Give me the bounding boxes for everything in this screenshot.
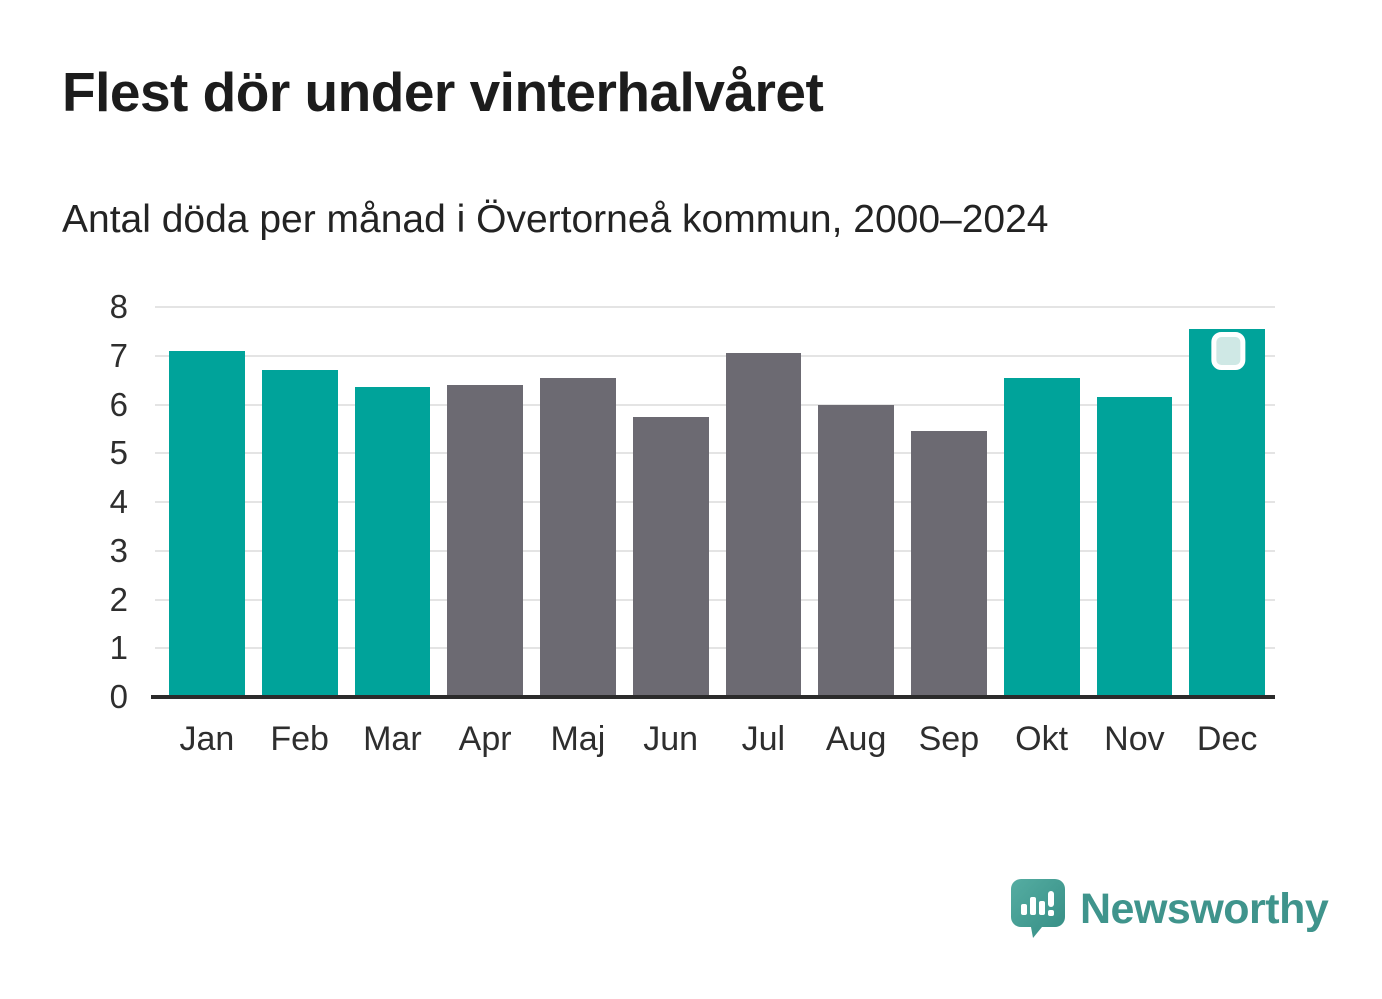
x-tick-label-okt: Okt xyxy=(1015,720,1069,758)
chart-title: Flest dör under vinterhalvåret xyxy=(62,61,824,123)
y-tick-label-5: 5 xyxy=(109,434,128,472)
x-tick-label-jul: Jul xyxy=(741,720,786,758)
plot-area xyxy=(151,306,1275,699)
y-tick-label-2: 2 xyxy=(109,580,128,618)
gridline-4 xyxy=(155,501,1275,503)
x-tick-label-mar: Mar xyxy=(363,720,422,758)
x-axis-labels: Jan Feb Mar Apr Maj Jun Jul Aug Sep Okt Nov Dec xyxy=(155,720,1275,759)
x-tick-label-sep: Sep xyxy=(918,720,980,758)
brand-footer: Newsworthy xyxy=(1010,878,1329,940)
x-axis-line xyxy=(151,695,1275,699)
y-tick-label-3: 3 xyxy=(109,531,128,569)
chart-subtitle: Antal döda per månad i Övertorneå kommun… xyxy=(62,198,1049,241)
bar-dec xyxy=(1189,328,1265,697)
bar-apr xyxy=(447,385,523,697)
gridline-5 xyxy=(155,452,1275,455)
bar-feb xyxy=(261,370,338,697)
x-tick-label-maj: Maj xyxy=(550,720,606,758)
y-tick-label-4: 4 xyxy=(109,483,128,520)
bar-sep xyxy=(911,431,987,697)
gridline-7 xyxy=(155,354,1275,357)
bar-mar xyxy=(354,387,431,697)
gridline-6 xyxy=(155,403,1275,406)
gridline-3 xyxy=(155,549,1275,552)
bar-aug xyxy=(818,404,894,697)
x-tick-label-nov: Nov xyxy=(1104,720,1165,758)
x-tick-label-jun: Jun xyxy=(643,720,699,758)
bar-jul xyxy=(725,353,802,697)
bar-jan xyxy=(169,350,245,697)
gridline-8 xyxy=(155,306,1275,308)
bar-okt xyxy=(1003,377,1080,697)
bars-row xyxy=(155,307,1275,697)
x-tick-label-apr: Apr xyxy=(458,720,512,758)
bar-nov xyxy=(1096,397,1173,697)
x-tick-label-jan: Jan xyxy=(179,720,235,758)
x-tick-label-feb: Feb xyxy=(270,720,329,758)
x-tick-label-dec: Dec xyxy=(1196,720,1258,758)
gridline-1 xyxy=(155,647,1275,650)
bar-maj xyxy=(540,377,616,697)
newsworthy-speech-bubble-chart-icon xyxy=(1010,878,1066,940)
highlight-badge xyxy=(1211,331,1246,370)
bar-jun xyxy=(632,416,709,697)
brand-label: Newsworthy xyxy=(1080,884,1329,933)
y-tick-label-1: 1 xyxy=(109,629,128,667)
y-tick-label-8: 8 xyxy=(109,288,128,325)
x-tick-label-aug: Aug xyxy=(825,720,887,758)
y-tick-label-6: 6 xyxy=(109,385,128,423)
y-tick-label-0: 0 xyxy=(109,678,128,715)
gridline-2 xyxy=(155,598,1275,601)
y-tick-label-7: 7 xyxy=(109,336,128,374)
